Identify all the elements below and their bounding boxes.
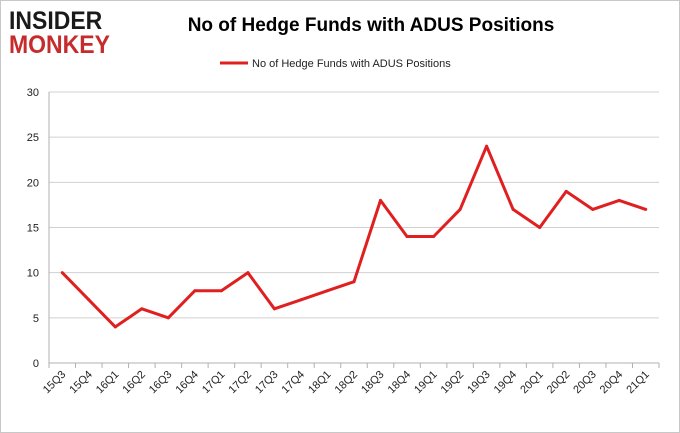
x-tick-label: 17Q1 — [200, 369, 228, 397]
x-tick-label: 20Q1 — [518, 369, 546, 397]
data-point — [644, 207, 648, 211]
y-tick-labels: 0 5 10 15 20 25 30 — [27, 87, 39, 370]
logo-line-2: MONKEY — [9, 31, 110, 59]
x-tick-label: 17Q2 — [227, 369, 255, 397]
series-lines — [60, 144, 648, 329]
x-tick-label: 17Q3 — [253, 369, 281, 397]
x-tick-labels: 15Q315Q416Q116Q216Q316Q417Q117Q217Q317Q4… — [41, 369, 652, 397]
x-tick-label: 18Q2 — [333, 369, 361, 397]
x-tick-label: 18Q4 — [386, 369, 414, 397]
x-tick-label: 19Q4 — [492, 369, 520, 397]
insider-monkey-logo: INSIDER MONKEY — [9, 7, 131, 59]
x-tick-label: 16Q4 — [173, 369, 201, 397]
data-point — [564, 189, 568, 193]
y-tick-label: 25 — [27, 132, 39, 144]
data-point — [485, 144, 489, 148]
data-point — [617, 198, 621, 202]
x-tick-label: 19Q2 — [439, 369, 467, 397]
legend: No of Hedge Funds with ADUS Positions — [220, 58, 451, 70]
data-point — [246, 271, 250, 275]
data-point — [458, 207, 462, 211]
data-point — [87, 298, 91, 302]
data-point — [432, 235, 436, 239]
x-tick-label: 20Q2 — [545, 369, 573, 397]
x-tick-label: 16Q3 — [147, 369, 175, 397]
data-point — [405, 235, 409, 239]
gridlines — [49, 91, 659, 364]
x-tick-label: 19Q1 — [412, 369, 440, 397]
x-tick-label: 16Q1 — [94, 369, 122, 397]
logo-line-1: INSIDER — [9, 7, 103, 35]
x-tick-label: 20Q4 — [598, 369, 626, 397]
data-point — [60, 271, 64, 275]
data-point — [219, 289, 223, 293]
data-point — [511, 207, 515, 211]
data-point — [591, 207, 595, 211]
data-point — [379, 198, 383, 202]
x-tick-label: 16Q2 — [120, 369, 148, 397]
chart-title: No of Hedge Funds with ADUS Positions — [187, 15, 555, 36]
data-point — [538, 226, 542, 229]
legend-label: No of Hedge Funds with ADUS Positions — [252, 58, 451, 70]
data-point — [193, 289, 197, 293]
x-tick-label: 15Q4 — [67, 369, 95, 397]
x-tick-label: 20Q3 — [571, 369, 599, 397]
data-point — [113, 325, 117, 329]
y-tick-label: 20 — [27, 177, 39, 189]
x-tick-label: 17Q4 — [280, 369, 308, 397]
y-tick-label: 15 — [27, 223, 39, 235]
x-tick-label: 18Q1 — [306, 369, 334, 397]
x-tick-label: 21Q1 — [624, 369, 652, 397]
y-tick-label: 0 — [33, 358, 39, 370]
data-point — [325, 289, 329, 293]
data-point — [166, 316, 170, 320]
x-tick-label: 18Q3 — [359, 369, 387, 397]
data-point — [299, 298, 303, 302]
series-line-0 — [61, 144, 647, 329]
y-tick-label: 5 — [33, 313, 39, 325]
data-point — [272, 307, 276, 311]
x-tick-label: 19Q3 — [465, 369, 493, 397]
axes — [48, 92, 660, 368]
data-point — [140, 307, 144, 311]
x-tick-label: 15Q3 — [41, 369, 69, 397]
y-tick-label: 30 — [27, 87, 39, 99]
data-point — [352, 280, 356, 284]
y-tick-label: 10 — [27, 268, 39, 280]
